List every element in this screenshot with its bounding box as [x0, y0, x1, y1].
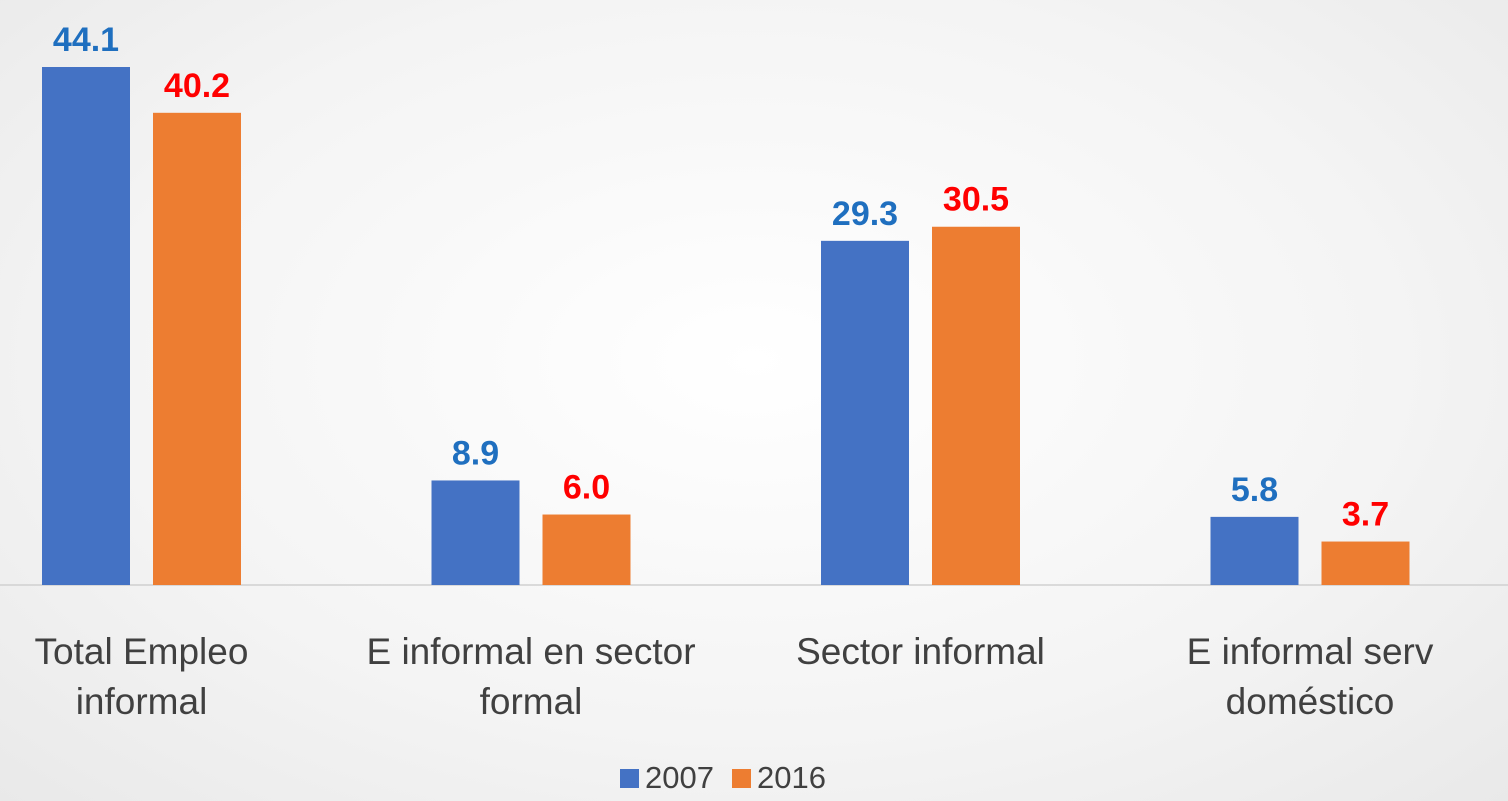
x-tick-label: Total Empleo informal [34, 631, 249, 722]
data-label: 6.0 [563, 469, 610, 507]
bar [42, 67, 130, 585]
legend-label: 2016 [757, 760, 826, 795]
legend-label: 2007 [645, 760, 714, 795]
bar [821, 240, 909, 586]
bar [153, 112, 241, 586]
x-tick-label: E informal en sector formal [366, 631, 696, 722]
x-tick-label: E informal serv doméstico [1186, 631, 1434, 722]
legend-swatch [732, 769, 751, 788]
data-label: 30.5 [943, 181, 1009, 219]
data-label: 5.8 [1231, 471, 1278, 509]
data-label: 40.2 [164, 67, 230, 105]
legend-swatch [620, 769, 639, 788]
data-label: 44.1 [53, 21, 119, 59]
bar [932, 226, 1020, 585]
data-label: 3.7 [1342, 496, 1389, 534]
bar [542, 514, 631, 585]
data-label: 8.9 [452, 434, 499, 472]
data-label: 29.3 [832, 195, 898, 233]
bar [431, 480, 520, 585]
x-tick-label: Sector informal [796, 631, 1045, 672]
bar [1210, 516, 1299, 585]
bar [1321, 541, 1410, 585]
